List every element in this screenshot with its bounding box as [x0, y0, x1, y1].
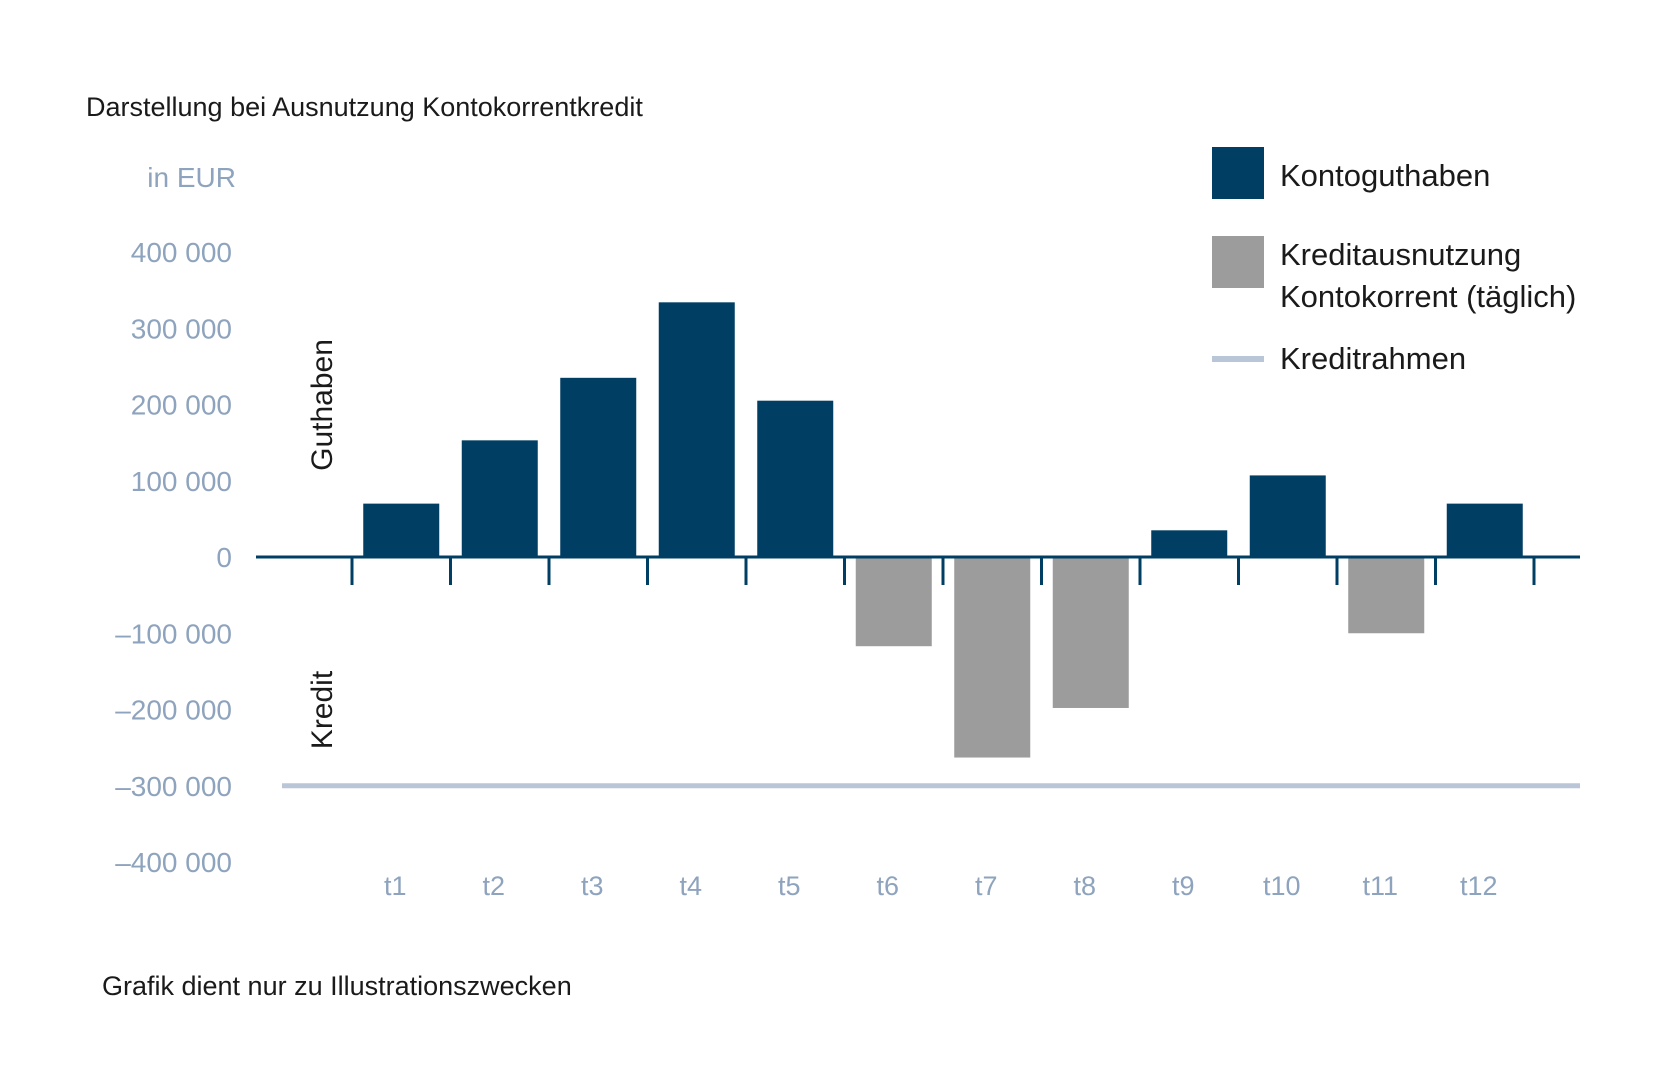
- unit-label: in EUR: [147, 162, 236, 193]
- x-tick-label: t11: [1362, 871, 1398, 901]
- bar-t1: [363, 503, 440, 557]
- bar-t5: [757, 400, 834, 557]
- y-tick-label: 200 000: [131, 390, 232, 421]
- bar-t7: [954, 557, 1031, 758]
- bar-t4: [658, 302, 735, 557]
- x-tick-label: t6: [876, 871, 899, 901]
- y-tick-label: –200 000: [115, 695, 232, 726]
- x-tick-label: t3: [581, 871, 604, 901]
- x-axis: [256, 555, 1580, 585]
- x-tick-label: t7: [975, 871, 998, 901]
- bar-t10: [1249, 475, 1326, 557]
- x-tick-label: t9: [1172, 871, 1195, 901]
- legend-label-kontoguthaben: Kontoguthaben: [1280, 158, 1490, 193]
- x-tick-label: t10: [1263, 871, 1301, 901]
- bar-t3: [560, 377, 637, 557]
- legend-swatch-kontoguthaben: [1212, 147, 1264, 199]
- y-tick-label: 0: [216, 542, 232, 573]
- x-tick-label: t2: [482, 871, 505, 901]
- y-tick-label: –300 000: [115, 771, 232, 802]
- bar-t11: [1348, 557, 1425, 634]
- legend-label-kreditausnutzung-line1: Kreditausnutzung: [1280, 237, 1521, 272]
- bar-t9: [1151, 530, 1228, 557]
- bar-t8: [1052, 557, 1129, 708]
- x-tick-label: t5: [778, 871, 801, 901]
- y-tick-label: 400 000: [131, 237, 232, 268]
- bars: [363, 302, 1523, 758]
- x-tick-label: t12: [1460, 871, 1498, 901]
- x-tick-label: t8: [1073, 871, 1096, 901]
- legend-swatch-kreditrahmen: [1212, 356, 1264, 362]
- x-tick-label: t4: [679, 871, 702, 901]
- legend-swatch-kreditausnutzung: [1212, 236, 1264, 288]
- bar-t2: [461, 440, 538, 557]
- legend-label-kreditrahmen: Kreditrahmen: [1280, 341, 1466, 376]
- y-tick-label: –100 000: [115, 618, 232, 649]
- legend-label-kreditausnutzung-line2: Kontokorrent (täglich): [1280, 279, 1576, 314]
- bar-t12: [1446, 503, 1523, 557]
- y-tick-label: 100 000: [131, 466, 232, 497]
- y-tick-label: 300 000: [131, 313, 232, 344]
- legend: Kontoguthaben Kreditausnutzung Kontokorr…: [1212, 147, 1576, 376]
- bar-t6: [855, 557, 932, 647]
- chart-title: Darstellung bei Ausnutzung Kontokorrentk…: [86, 92, 643, 122]
- guthaben-label: Guthaben: [306, 339, 339, 471]
- footnote: Grafik dient nur zu Illustrationszwecken: [102, 971, 572, 1001]
- y-tick-label: –400 000: [115, 847, 232, 878]
- x-tick-label: t1: [384, 871, 407, 901]
- x-axis-labels: t1 t2 t3 t4 t5 t6 t7 t8 t9 t10 t11 t12: [384, 871, 1498, 901]
- y-axis-ticks: 400 000 300 000 200 000 100 000 0 –100 000 –20…: [115, 237, 232, 878]
- kredit-label: Kredit: [306, 670, 339, 749]
